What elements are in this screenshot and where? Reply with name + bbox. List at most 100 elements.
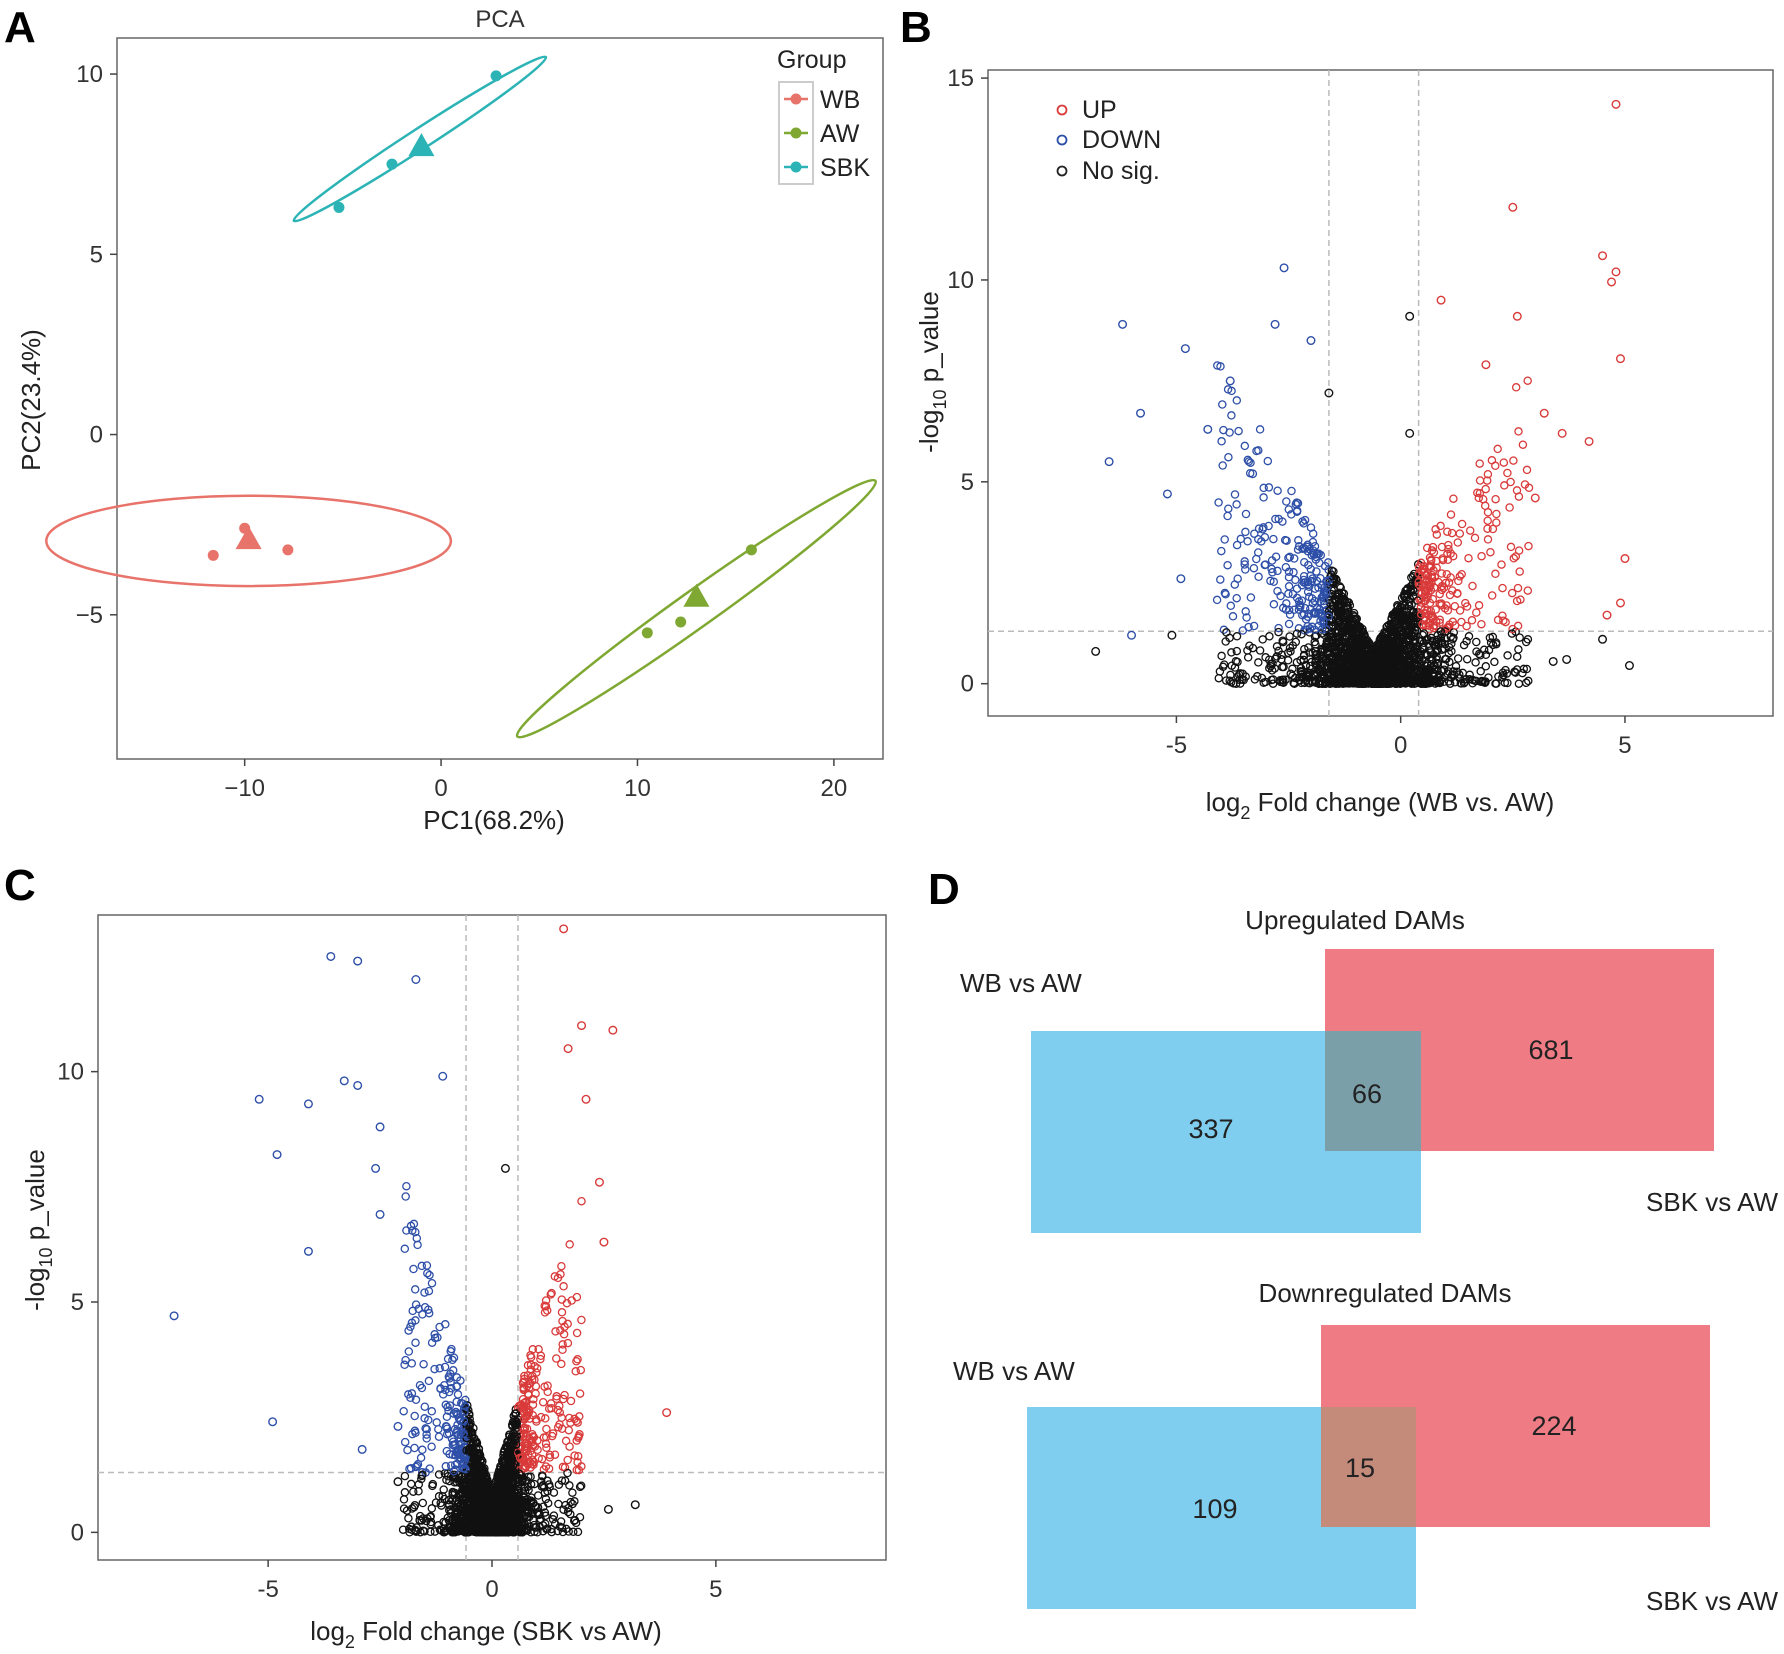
volcano-c-point-up [545, 1450, 555, 1460]
volcano-c-point-down [459, 1458, 468, 1467]
volcano-b-point-ns [1481, 662, 1491, 671]
volcano-b-point-down [1259, 483, 1268, 493]
volcano-b-point-ns [1507, 629, 1517, 638]
volcano-b-point-up [1483, 516, 1492, 525]
volcano-b-point-down [1224, 452, 1233, 462]
volcano-b-point-up [1520, 480, 1530, 489]
volcano-c-point-ns [538, 1526, 548, 1536]
volcano-b-point-ns [1402, 621, 1411, 630]
volcano-b-point-ns [1328, 651, 1338, 661]
pca-x-tick-label: −10 [224, 775, 265, 802]
volcano-b-point-ns [1353, 635, 1362, 645]
volcano-c-point-down [420, 1302, 430, 1312]
volcano-b-point-ns [1400, 589, 1409, 599]
volcano-b-plot-frame [987, 69, 1774, 717]
volcano-c-point-down [417, 1261, 427, 1271]
volcano-b-point-ns [1365, 674, 1375, 684]
volcano-c-point-down [425, 1270, 434, 1280]
volcano-b-point-ns [1343, 669, 1352, 679]
volcano-b-point-ns [1335, 637, 1344, 646]
volcano-b-outlier-down [1127, 630, 1137, 640]
volcano-b-outlier-up [1512, 311, 1522, 321]
volcano-b-point-ns [1315, 661, 1325, 671]
volcano-b-point-down [1259, 493, 1268, 502]
volcano-b-y-tick-label: 0 [961, 671, 974, 698]
volcano-b-point-down [1234, 426, 1243, 436]
volcano-b-point-down [1240, 441, 1250, 451]
volcano-c-point-up [559, 1282, 568, 1291]
volcano-b-outlier-down [1162, 489, 1172, 499]
volcano-b-point-up [1477, 619, 1486, 629]
volcano-b-point-ns [1398, 678, 1408, 688]
volcano-b-point-down [1285, 552, 1295, 562]
volcano-b-point-down [1225, 428, 1234, 437]
volcano-c-point-down [424, 1286, 434, 1296]
volcano-b-point-down [1216, 575, 1225, 584]
volcano-b-point-down [1218, 400, 1227, 409]
pca-y-tick-label: 10 [76, 61, 103, 88]
volcano-b-outlier-down [1270, 319, 1280, 329]
volcano-b-outlier-ns [1562, 654, 1572, 664]
volcano-c-point-ns [427, 1504, 437, 1513]
volcano-c-point-ns [409, 1487, 418, 1496]
volcano-b-point-down [1240, 560, 1249, 569]
pca-legend-label-aw: AW [820, 120, 860, 148]
volcano-c-point-ns [426, 1520, 435, 1529]
volcano-b-point-down [1228, 612, 1238, 621]
pca-centroid-sbk [408, 133, 435, 157]
volcano-b-point-up [1468, 581, 1477, 591]
volcano-b-point-down [1267, 564, 1276, 574]
volcano-c-point-up [541, 1439, 551, 1448]
volcano-b-outlier-ns [1091, 646, 1101, 656]
volcano-b-point-ns [1476, 667, 1485, 676]
pca-point-aw [675, 616, 687, 628]
volcano-b-point-ns [1418, 643, 1428, 653]
volcano-c-point-up [528, 1345, 538, 1354]
volcano-c-point-down [422, 1425, 431, 1434]
volcano-b-point-ns [1232, 646, 1242, 656]
volcano-b-point-up [1430, 572, 1440, 582]
volcano-b-point-down [1241, 607, 1250, 616]
volcano-b-point-ns [1413, 617, 1422, 627]
volcano-b-outlier-points [1091, 99, 1634, 671]
volcano-c-point-ns [541, 1494, 551, 1504]
volcano-b-x-tick-label: 0 [1394, 732, 1407, 759]
volcano-b-point-ns [1232, 632, 1242, 641]
volcano-b-point-up [1477, 551, 1486, 561]
volcano-c-point-up [555, 1401, 564, 1411]
volcano-b-point-ns [1362, 663, 1372, 672]
volcano-b-point-down [1309, 609, 1319, 618]
volcano-b-point-ns [1433, 631, 1442, 640]
volcano-b-point-ns [1359, 675, 1368, 684]
volcano-c-point-up [565, 1240, 574, 1249]
pca-plot-frame [116, 37, 884, 760]
volcano-b-point-ns [1227, 661, 1237, 670]
volcano-b-point-down [1246, 458, 1255, 467]
volcano-b-point-ns [1503, 651, 1512, 660]
volcano-c-point-ns [439, 1485, 448, 1494]
volcano-b-point-up [1483, 535, 1493, 544]
pca-point-sbk [490, 70, 502, 82]
volcano-b-point-ns [1348, 635, 1358, 644]
volcano-b-point-ns [1396, 662, 1406, 671]
pca-point-sbk [333, 201, 345, 213]
volcano-b-point-up [1435, 589, 1444, 599]
volcano-c-point-down [435, 1364, 444, 1373]
volcano-b-point-down [1324, 575, 1333, 585]
pca-centroid-aw [683, 583, 710, 607]
volcano-c-point-down [399, 1406, 408, 1416]
volcano-b-point-down [1218, 461, 1227, 470]
volcano-c-point-up [563, 1338, 573, 1348]
volcano-b-point-ns [1390, 627, 1400, 637]
volcano-b-point-ns [1478, 677, 1487, 687]
pca-point-wb [207, 549, 219, 561]
volcano-b-point-ns [1367, 676, 1376, 686]
volcano-c-point-down [432, 1418, 441, 1427]
volcano-b-point-ns [1484, 645, 1494, 655]
volcano-c-point-up [575, 1412, 584, 1421]
volcano-c-point-up [536, 1354, 545, 1364]
volcano-b-point-ns [1341, 626, 1351, 636]
